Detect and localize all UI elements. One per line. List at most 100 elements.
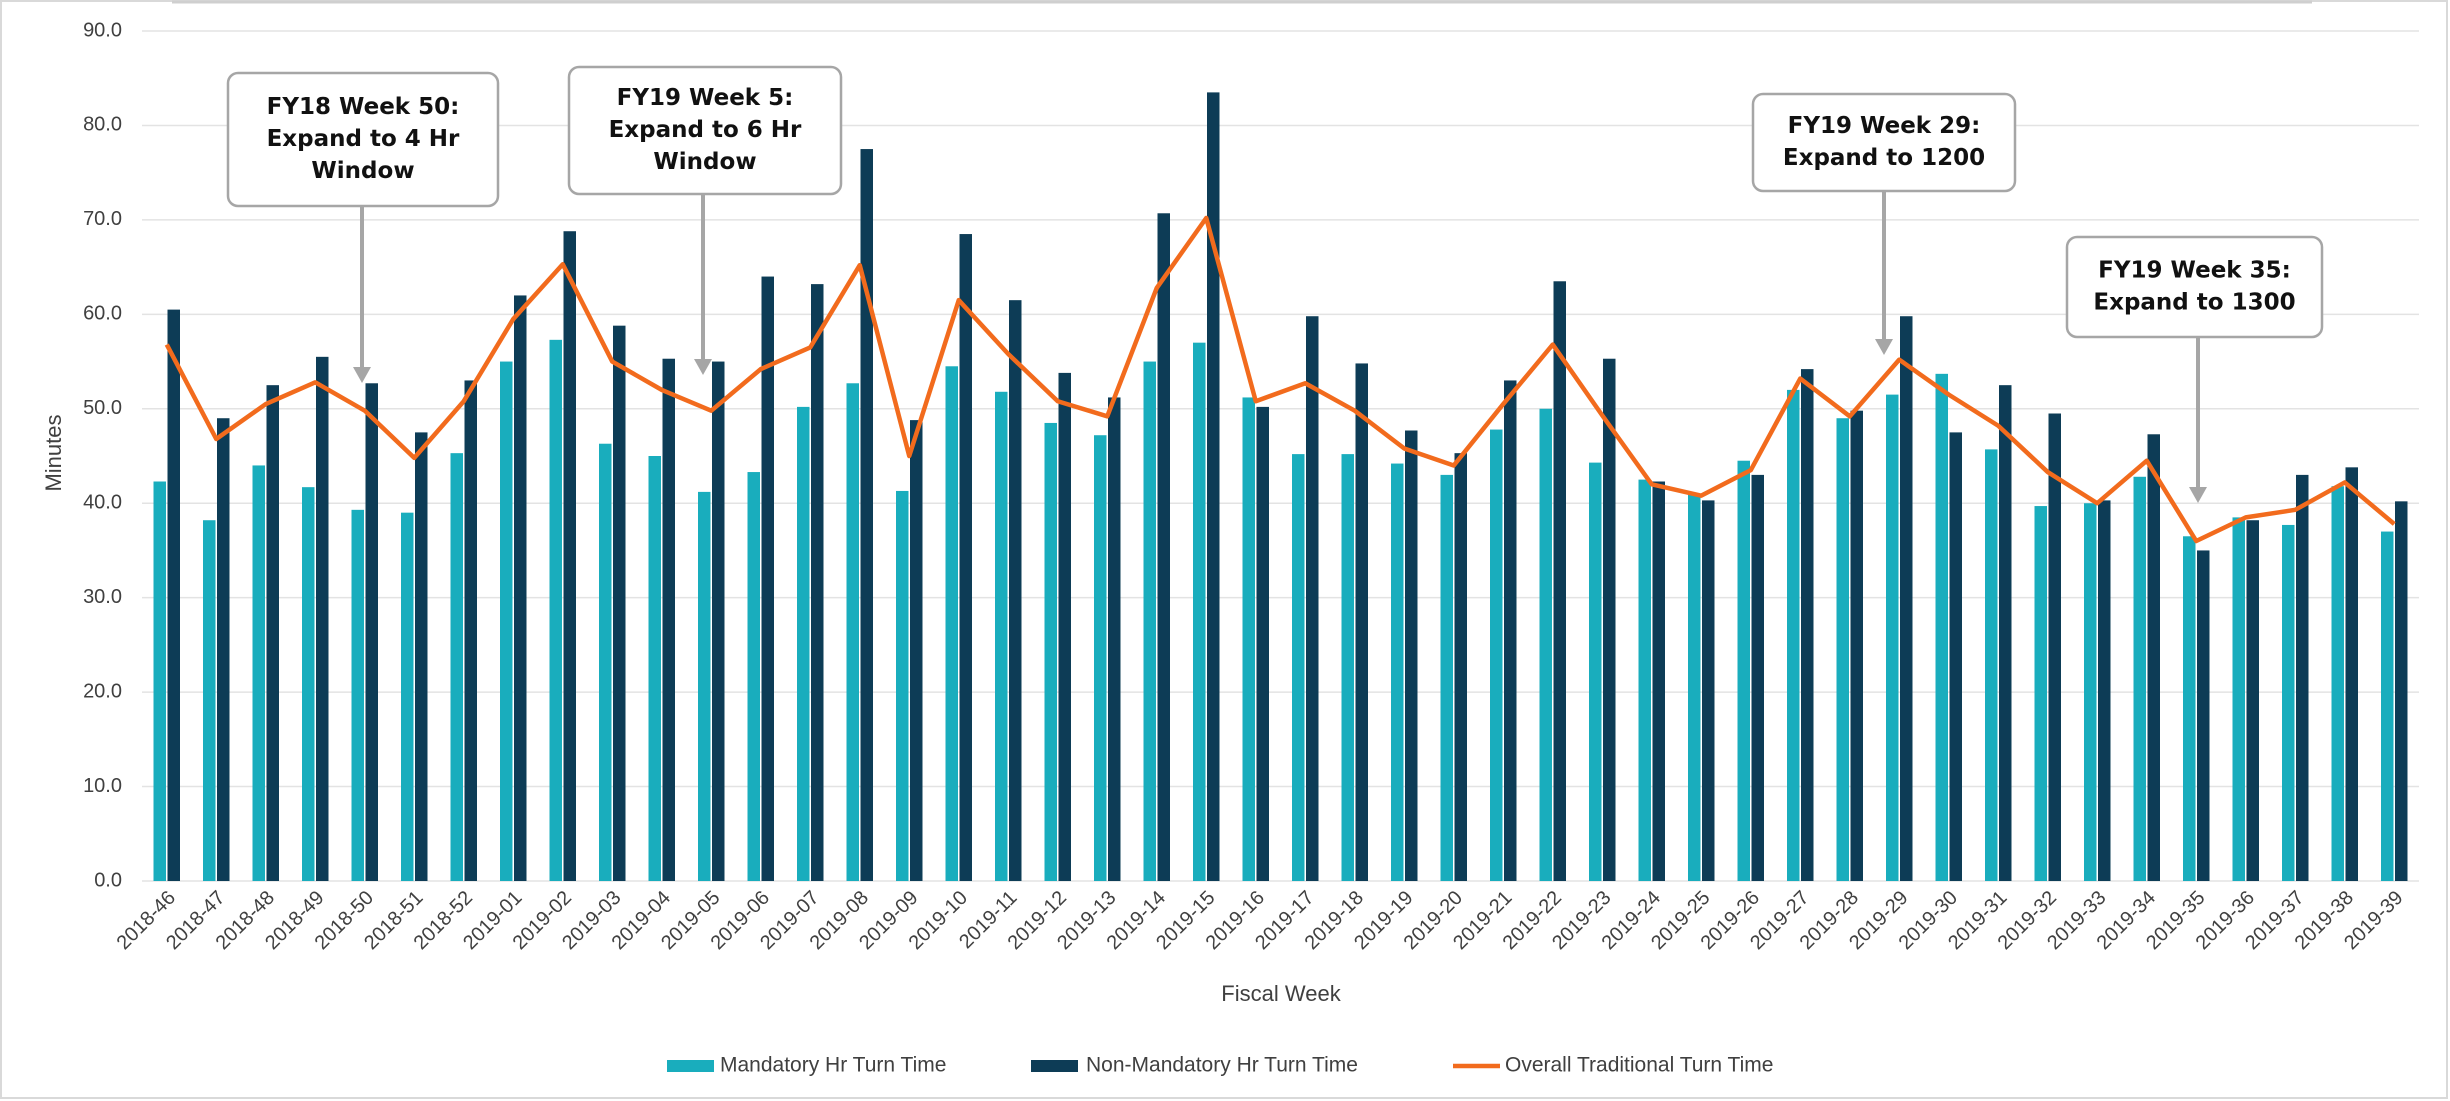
bar <box>1405 430 1418 881</box>
bar <box>648 456 661 881</box>
bar <box>2147 434 2160 881</box>
bar <box>1504 380 1517 881</box>
bar <box>1058 372 1071 881</box>
bar <box>316 356 329 881</box>
bar <box>1292 454 1305 881</box>
annotation-arrowhead <box>353 367 371 383</box>
bar <box>1787 389 1800 881</box>
bar <box>1935 373 1948 881</box>
bar <box>896 490 909 881</box>
bar <box>910 420 923 881</box>
bar <box>514 295 527 881</box>
bar <box>1193 342 1206 882</box>
bar <box>2084 503 2097 881</box>
bar <box>153 481 166 881</box>
bar <box>415 432 428 881</box>
bar <box>2296 474 2309 881</box>
bar <box>2331 486 2344 881</box>
bar <box>2098 500 2111 881</box>
annotation-text: FY19 Week 29: <box>1788 113 1981 139</box>
y-tick-label: 50.0 <box>83 397 122 419</box>
bar <box>2133 476 2146 881</box>
bar <box>302 487 315 881</box>
bar <box>1603 358 1616 881</box>
annotation-text: Window <box>653 149 756 175</box>
bar <box>613 325 626 882</box>
legend-swatch <box>667 1060 714 1072</box>
bar <box>797 406 810 881</box>
bar <box>500 361 513 881</box>
bar <box>662 358 675 881</box>
bar <box>1702 500 1715 881</box>
bar <box>1044 422 1057 881</box>
bar <box>1355 363 1368 881</box>
bar <box>1900 316 1913 881</box>
annotation-box <box>226 71 500 208</box>
y-tick-label: 80.0 <box>83 114 122 136</box>
bar <box>1009 300 1022 882</box>
bar <box>2282 524 2295 881</box>
legend-label: Non-Mandatory Hr Turn Time <box>1086 1054 1358 1077</box>
bar <box>2246 520 2259 881</box>
annotation-arrowhead <box>2189 487 2207 503</box>
bar <box>1553 281 1566 881</box>
bar <box>1836 418 1849 881</box>
bar <box>1985 449 1998 881</box>
annotation-text: FY19 Week 35: <box>2098 258 2291 284</box>
y-tick-label: 20.0 <box>83 680 122 702</box>
x-axis-title: Fiscal Week <box>1221 981 1341 1006</box>
bar <box>1490 429 1503 881</box>
bar <box>1652 481 1665 881</box>
bar <box>563 231 576 881</box>
bar <box>1391 463 1404 881</box>
bar <box>2034 506 2047 881</box>
annotation: FY19 Week 5: Expand to 6 Hr Window <box>567 65 843 375</box>
legend-swatch <box>1031 1060 1078 1072</box>
bar <box>203 520 216 881</box>
bar <box>2232 517 2245 881</box>
bar <box>252 465 265 881</box>
bar <box>1688 493 1701 881</box>
bar <box>1108 397 1121 881</box>
bar <box>1207 92 1220 881</box>
bar <box>599 443 612 881</box>
y-axis-title: Minutes <box>41 414 66 491</box>
annotation-box <box>567 65 843 196</box>
annotation: FY19 Week 35: Expand to 1300 <box>2065 235 2324 503</box>
bar <box>959 234 972 882</box>
annotation-arrowhead <box>694 359 712 375</box>
bar <box>811 284 824 882</box>
bar <box>1850 410 1863 881</box>
bar <box>365 383 378 881</box>
annotation-text: Window <box>311 158 414 184</box>
bar <box>464 380 477 881</box>
bar <box>1539 408 1552 881</box>
bar <box>1454 453 1467 881</box>
bar <box>2048 413 2061 881</box>
bar <box>167 309 180 882</box>
bar <box>450 453 463 881</box>
y-tick-label: 30.0 <box>83 586 122 608</box>
bar <box>698 491 711 881</box>
bar <box>549 339 562 881</box>
bar <box>945 366 958 881</box>
bar <box>1638 479 1651 881</box>
bar <box>1949 432 1962 881</box>
bar <box>1256 406 1269 881</box>
bar <box>747 472 760 881</box>
bar <box>1094 435 1107 881</box>
annotation: FY18 Week 50: Expand to 4 Hr Window <box>226 71 500 383</box>
bar <box>1440 474 1453 881</box>
annotation-text: Expand to 6 Hr <box>609 117 802 143</box>
bar <box>351 509 364 881</box>
bar <box>1737 460 1750 881</box>
y-tick-label: 90.0 <box>83 19 122 41</box>
annotation: FY19 Week 29: Expand to 1200 <box>1751 92 2017 355</box>
bar <box>1886 394 1899 881</box>
y-tick-label: 0.0 <box>94 869 122 891</box>
annotation-box <box>2065 235 2324 339</box>
bar <box>1751 474 1764 881</box>
legend-label: Mandatory Hr Turn Time <box>720 1054 946 1077</box>
annotation-arrowhead <box>1875 339 1893 355</box>
